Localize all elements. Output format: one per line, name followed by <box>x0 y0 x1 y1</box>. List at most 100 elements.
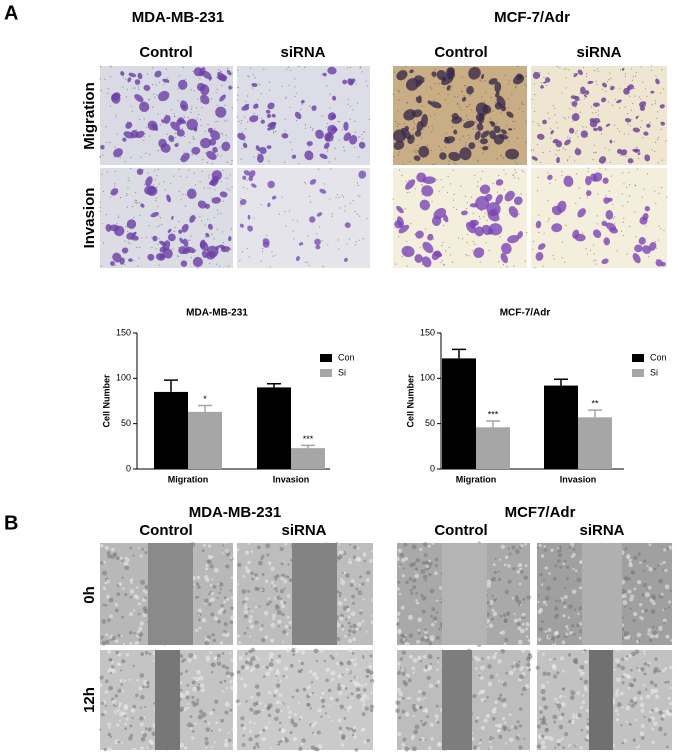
speckle <box>397 630 402 635</box>
speckle <box>238 656 244 661</box>
speckle <box>396 622 400 626</box>
speckle <box>216 209 218 211</box>
speckle <box>419 659 423 663</box>
speckle <box>250 550 254 553</box>
speckle <box>417 144 419 146</box>
speckle <box>156 175 158 177</box>
cell <box>508 206 519 218</box>
speckle <box>121 689 124 693</box>
y-tick-label: 150 <box>116 327 131 337</box>
speckle <box>287 705 290 709</box>
speckle <box>579 705 583 709</box>
speckle <box>250 656 256 661</box>
speckle <box>136 634 139 638</box>
speckle <box>658 726 663 732</box>
cell <box>580 86 586 95</box>
speckle <box>360 684 364 688</box>
speckle <box>658 239 660 241</box>
speckle <box>347 98 350 100</box>
cell <box>111 92 121 101</box>
cell <box>262 241 270 248</box>
cell <box>162 78 170 83</box>
speckle <box>192 136 194 138</box>
speckle <box>489 118 492 120</box>
speckle <box>157 168 159 171</box>
speckle <box>521 622 525 626</box>
speckle <box>636 147 638 149</box>
speckle <box>524 260 526 262</box>
speckle <box>282 640 285 643</box>
speckle <box>552 714 558 720</box>
speckle <box>585 708 589 712</box>
speckle <box>256 709 261 714</box>
speckle <box>579 664 585 670</box>
speckle <box>541 745 546 750</box>
speckle <box>597 110 599 112</box>
speckle <box>311 129 314 131</box>
speckle <box>283 587 286 590</box>
speckle <box>450 85 452 87</box>
speckle <box>575 132 577 134</box>
speckle <box>242 734 245 737</box>
speckle <box>614 98 616 101</box>
speckle <box>329 696 334 701</box>
speckle <box>100 89 102 92</box>
speckle <box>121 615 124 619</box>
speckle <box>519 628 525 634</box>
speckle <box>421 194 423 196</box>
cell <box>494 102 503 110</box>
speckle <box>137 265 139 267</box>
speckle <box>643 672 647 676</box>
speckle <box>273 689 279 694</box>
speckle <box>109 65 111 67</box>
speckle <box>110 665 115 669</box>
speckle <box>278 728 282 732</box>
speckle <box>397 580 401 584</box>
speckle <box>286 615 290 619</box>
speckle <box>349 105 352 107</box>
speckle <box>199 215 201 218</box>
speckle <box>434 69 436 71</box>
speckle <box>221 552 224 555</box>
speckle <box>352 199 354 202</box>
speckle <box>402 163 405 166</box>
speckle <box>262 728 266 732</box>
speckle <box>478 673 481 677</box>
speckle <box>206 161 209 164</box>
speckle <box>341 627 345 631</box>
speckle <box>539 71 541 73</box>
speckle <box>223 679 227 683</box>
speckle <box>355 556 361 562</box>
speckle <box>440 261 442 264</box>
speckle <box>287 563 290 566</box>
speckle <box>422 574 428 580</box>
speckle <box>244 605 248 610</box>
speckle <box>648 638 653 643</box>
speckle <box>356 693 362 699</box>
speckle <box>640 736 645 740</box>
speckle <box>225 549 230 554</box>
speckle <box>586 196 588 198</box>
speckle <box>284 210 286 213</box>
speckle <box>228 265 230 267</box>
speckle <box>455 163 457 165</box>
speckle <box>500 112 502 114</box>
speckle <box>236 116 238 118</box>
speckle <box>336 636 341 642</box>
cell <box>180 260 188 267</box>
speckle <box>295 92 297 94</box>
speckle <box>184 690 190 696</box>
legend-label: Si <box>338 367 346 377</box>
speckle <box>351 734 355 737</box>
speckle <box>614 216 616 218</box>
speckle <box>277 619 282 624</box>
speckle <box>347 67 349 69</box>
speckle <box>564 695 567 698</box>
speckle <box>114 608 119 613</box>
speckle <box>515 161 517 163</box>
speckle <box>543 705 549 710</box>
speckle <box>134 640 139 646</box>
speckle <box>312 128 314 130</box>
speckle <box>196 669 201 675</box>
cell <box>646 123 651 128</box>
